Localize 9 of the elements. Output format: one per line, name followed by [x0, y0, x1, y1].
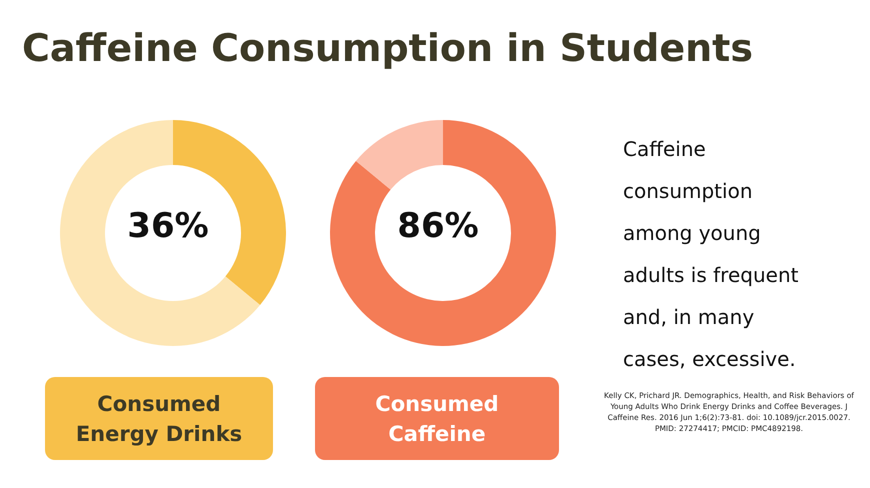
text: Consumed Energy Drinks	[74, 390, 244, 448]
text: Caffeine Consumption in Students	[22, 26, 753, 70]
text: 86%	[396, 206, 480, 246]
donut-slice	[330, 120, 556, 346]
text: 36%	[126, 206, 210, 246]
text: Caffeine consumption among young adults is frequent and, in many cases, excessive.	[623, 136, 800, 373]
text: Consumed Caffeine	[374, 390, 500, 448]
donut-slice	[60, 120, 260, 346]
donut-slice	[356, 120, 443, 190]
